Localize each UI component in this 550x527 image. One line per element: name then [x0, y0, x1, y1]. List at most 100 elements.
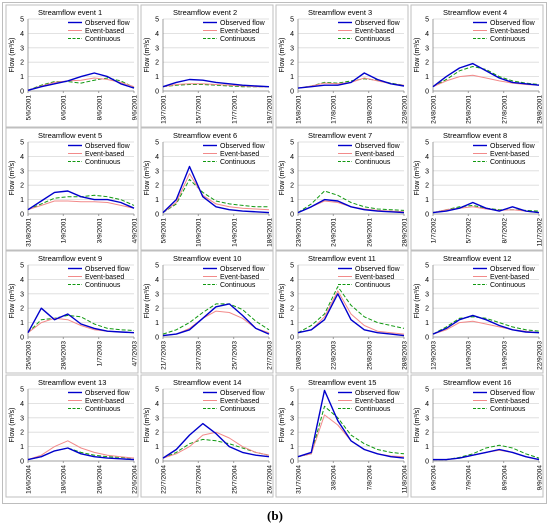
legend-label: Observed flow [355, 266, 401, 273]
y-tick-label: 0 [155, 89, 159, 96]
y-tick-label: 2 [20, 430, 24, 437]
x-tick-label: 19/9/2003 [501, 341, 508, 370]
y-axis-label: Flow (m³/s) [279, 161, 286, 196]
chart-panel: 0 1 2 3 4 5 Flow (m³/s) 6/9/2004 7/9/2004 8/9/200… [410, 374, 544, 498]
y-tick-label: 2 [290, 430, 294, 437]
series-line-continuous [432, 316, 540, 335]
y-tick-label: 5 [425, 263, 429, 270]
y-tick-label: 1 [20, 74, 24, 81]
y-tick-label: 1 [20, 444, 24, 451]
chart-panel: 0 1 2 3 4 5 Flow (m³/s) 31/8/2001 1/9/2001 3/9/20… [5, 127, 139, 251]
y-tick-label: 1 [425, 197, 429, 204]
y-tick-label: 0 [290, 459, 294, 466]
chart-title: Streamflow event 9 [38, 254, 102, 263]
legend-label: Observed flow [490, 143, 536, 150]
series-line-observed [432, 314, 540, 335]
y-tick-label: 2 [155, 60, 159, 67]
series-line-observed [297, 72, 405, 89]
y-tick-label: 5 [155, 140, 159, 147]
x-tick-label: 3/8/2004 [331, 465, 338, 491]
y-tick-label: 3 [155, 415, 159, 422]
legend-label: Observed flow [490, 266, 536, 273]
series-line-observed [297, 198, 405, 214]
x-tick-label: 24/9/2001 [331, 218, 338, 247]
x-tick-label: 3/9/2001 [96, 218, 103, 244]
series-line-event-based [297, 290, 405, 335]
y-tick-label: 5 [290, 387, 294, 394]
y-axis-label: Flow (m³/s) [414, 38, 421, 73]
chart-panel: 0 1 2 3 4 5 Flow (m³/s) 24/8/2001 25/8/2001 27/8/… [410, 4, 544, 128]
x-tick-label: 24/8/2001 [431, 95, 438, 124]
series-line-observed [27, 447, 135, 461]
y-tick-label: 0 [20, 459, 24, 466]
y-tick-label: 0 [20, 212, 24, 219]
x-tick-label: 22/8/2001 [402, 95, 409, 124]
y-axis-label: Flow (m³/s) [9, 408, 16, 443]
x-tick-label: 4/7/2003 [132, 341, 139, 367]
y-tick-label: 5 [155, 387, 159, 394]
x-tick-label: 13/7/2001 [161, 95, 168, 124]
legend-label: Continuous [220, 159, 256, 166]
chart-panel: 0 1 2 3 4 5 Flow (m³/s) 15/8/2001 17/8/2001 20/8/… [275, 4, 409, 128]
chart-title: Streamflow event 5 [38, 131, 102, 140]
x-tick-label: 25/7/2003 [231, 341, 238, 370]
chart-panel: 0 1 2 3 4 5 Flow (m³/s) 12/9/2003 16/9/2003 19/9/… [410, 250, 544, 374]
y-tick-label: 3 [290, 168, 294, 175]
y-tick-label: 4 [20, 277, 24, 284]
series-line-continuous [297, 190, 405, 214]
y-tick-label: 0 [155, 335, 159, 342]
series-line-continuous [27, 77, 135, 91]
legend-label: Observed flow [355, 143, 401, 150]
x-tick-label: 29/8/2001 [537, 95, 544, 124]
x-tick-label: 18/9/2001 [267, 218, 274, 247]
y-axis-label: Flow (m³/s) [144, 284, 151, 319]
chart-title: Streamflow event 2 [173, 8, 237, 17]
chart-title: Streamflow event 8 [443, 131, 507, 140]
x-tick-label: 11/8/2004 [402, 465, 409, 494]
chart-title: Streamflow event 14 [173, 378, 241, 387]
x-tick-label: 26/9/2001 [366, 218, 373, 247]
legend-label: Observed flow [85, 20, 131, 27]
y-tick-label: 4 [155, 277, 159, 284]
series-line-event-based [27, 440, 135, 461]
legend-label: Event-based [85, 28, 124, 35]
series-line-observed [432, 62, 540, 88]
chart-title: Streamflow event 15 [308, 378, 376, 387]
x-tick-label: 22/7/2004 [161, 465, 168, 494]
y-tick-label: 5 [290, 17, 294, 24]
chart-title: Streamflow event 4 [443, 8, 507, 17]
series-line-continuous [433, 444, 540, 461]
x-tick-label: 28/6/2003 [61, 341, 68, 370]
y-tick-label: 1 [425, 444, 429, 451]
legend-label: Observed flow [85, 390, 131, 397]
series-line-observed [162, 303, 270, 337]
legend-label: Observed flow [490, 20, 536, 27]
y-tick-label: 4 [20, 401, 24, 408]
y-tick-label: 5 [290, 263, 294, 270]
y-axis-label: Flow (m³/s) [279, 408, 286, 443]
x-tick-label: 22/6/2004 [132, 465, 139, 494]
y-tick-label: 1 [290, 320, 294, 327]
y-tick-label: 5 [155, 263, 159, 270]
x-tick-label: 23/7/2003 [196, 341, 203, 370]
legend-label: Event-based [220, 151, 259, 158]
legend-label: Event-based [490, 151, 529, 158]
legend-label: Continuous [490, 36, 526, 43]
series-line-observed [433, 448, 540, 461]
chart-panel: 0 1 2 3 4 5 Flow (m³/s) 21/7/2003 23/7/2003 25/7/… [140, 250, 274, 374]
x-tick-label: 20/8/2003 [296, 341, 303, 370]
legend-label: Continuous [490, 282, 526, 289]
series-line-observed [297, 389, 405, 459]
y-tick-label: 5 [20, 263, 24, 270]
y-tick-label: 3 [290, 415, 294, 422]
x-tick-label: 22/9/2003 [537, 341, 544, 370]
series-line-event-based [162, 431, 270, 459]
y-tick-label: 4 [425, 154, 429, 161]
y-tick-label: 0 [425, 459, 429, 466]
y-tick-label: 0 [20, 89, 24, 96]
x-tick-label: 20/8/2001 [366, 95, 373, 124]
y-tick-label: 2 [425, 430, 429, 437]
y-tick-label: 3 [20, 291, 24, 298]
y-tick-label: 4 [290, 277, 294, 284]
legend-label: Event-based [355, 28, 394, 35]
